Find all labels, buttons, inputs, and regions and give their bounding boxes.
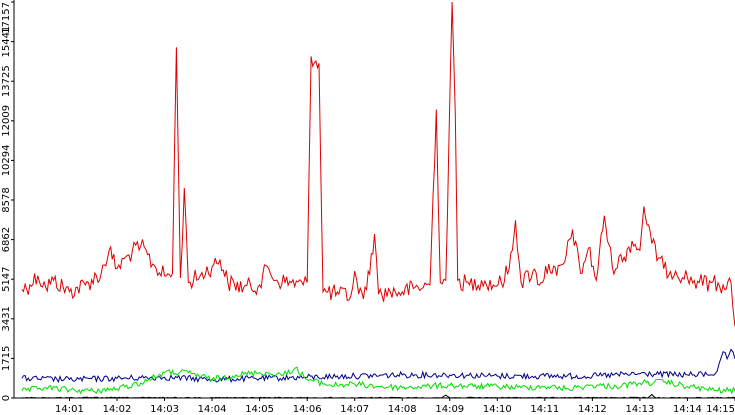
x-tick-label: 14:09 [435,404,464,415]
axes [13,0,735,399]
x-tick-label: 14:03 [150,404,179,415]
x-tick-label: 14:06 [293,404,322,415]
y-axis-ticks: 0 1715 3431 5147 6862 8578 10294 12009 13725 1544… [1,1,14,401]
x-tick-label: 14:15 [706,404,735,415]
series-lines [21,1,735,399]
x-tick-label: 14:07 [340,404,369,415]
x-tick-label: 14:14 [673,404,702,415]
x-tick-label: 14:05 [245,404,274,415]
y-tick-label: 0 [1,395,12,401]
x-tick-label: 14:10 [483,404,512,415]
x-tick-label: 14:13 [626,404,655,415]
y-tick-label: 3431 [1,306,12,331]
y-tick-label: 5147 [1,266,12,291]
x-tick-label: 14:01 [55,404,84,415]
y-tick-label: 13725 [1,65,12,97]
y-tick-label: 6862 [1,227,12,252]
y-tick-label: 8578 [1,187,12,212]
x-tick-label: 14:02 [103,404,132,415]
x-tick-label: 14:11 [530,404,559,415]
y-tick-label: 17157 [1,2,12,34]
y-tick-label: 10294 [1,144,12,176]
x-tick-label: 14:12 [578,404,607,415]
series-line-1 [21,1,735,327]
y-tick-label: 1715 [1,346,12,371]
series-line-4 [21,393,735,399]
x-tick-label: 14:08 [388,404,417,415]
x-axis-ticks: 14:01 14:02 14:03 14:04 14:05 14:06 14:07 14:08… [55,398,735,415]
series-line-3 [21,366,735,395]
x-tick-label: 14:04 [198,404,227,415]
y-tick-label: 15441 [1,26,12,58]
y-tick-label: 12009 [1,105,12,137]
series-line-2 [21,348,735,384]
